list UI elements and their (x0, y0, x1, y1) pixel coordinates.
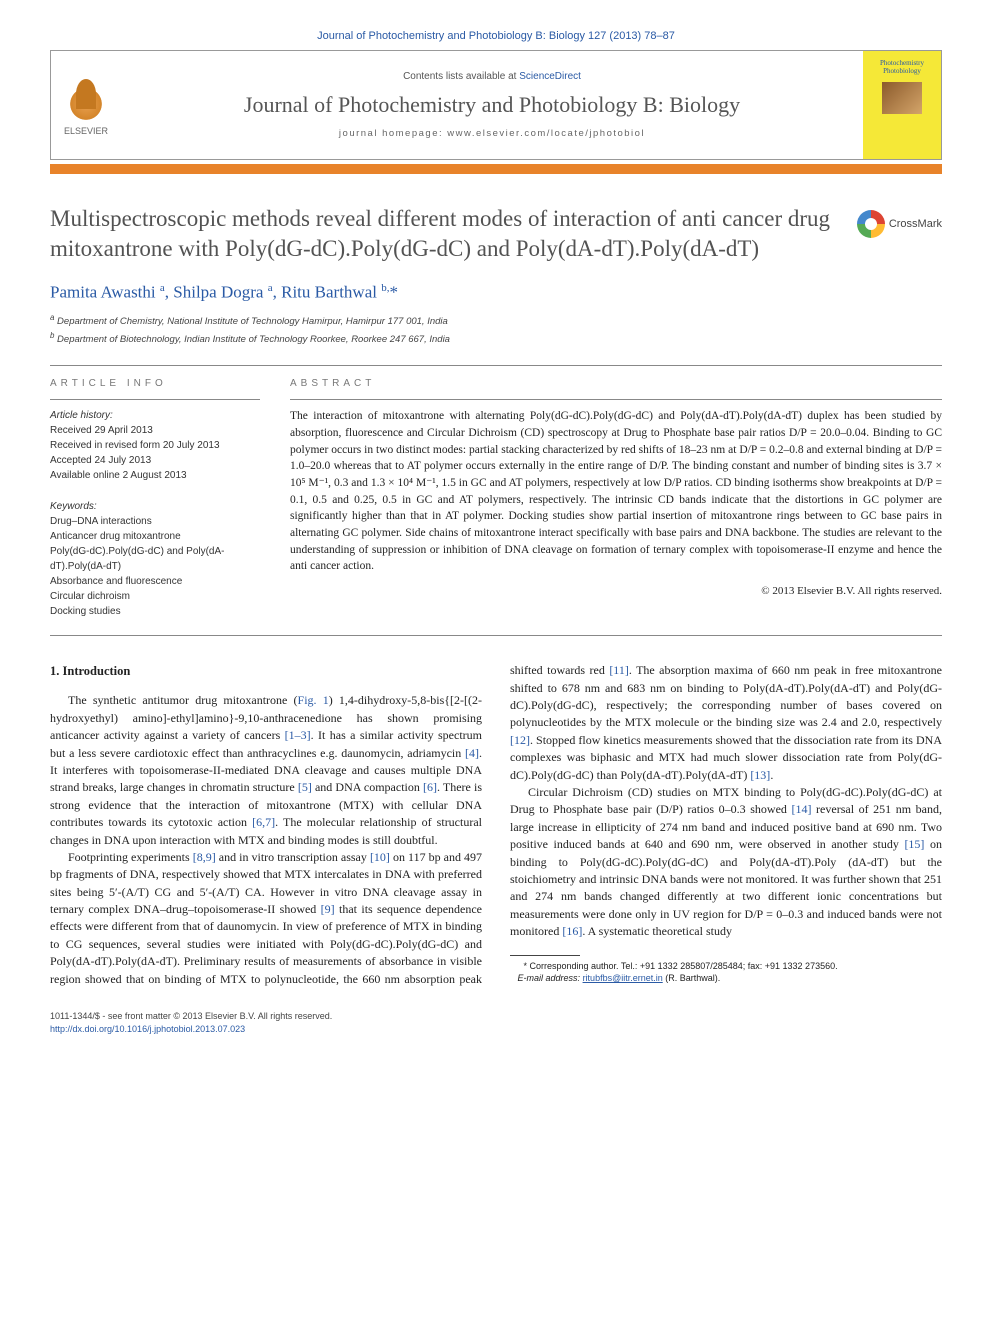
ref-10[interactable]: [10] (370, 850, 390, 864)
article-info-heading: ARTICLE INFO (50, 378, 260, 389)
info-abstract-row: ARTICLE INFO Article history: Received 2… (50, 378, 942, 619)
journal-name: Journal of Photochemistry and Photobiolo… (244, 92, 740, 118)
keywords-block: Keywords: Drug–DNA interactionsAnticance… (50, 499, 260, 619)
footer-issn: 1011-1344/$ - see front matter © 2013 El… (50, 1010, 942, 1023)
footer: 1011-1344/$ - see front matter © 2013 El… (50, 1010, 942, 1035)
elsevier-label: ELSEVIER (64, 126, 108, 136)
ref-9[interactable]: [9] (321, 902, 335, 916)
ref-15[interactable]: [15] (904, 837, 924, 851)
journal-header-box: ELSEVIER Contents lists available at Sci… (50, 50, 942, 160)
keyword-item: Poly(dG-dC).Poly(dG-dC) and Poly(dA-dT).… (50, 544, 260, 574)
intro-para-3: Circular Dichroism (CD) studies on MTX b… (510, 784, 942, 941)
cover-title: Photochemistry Photobiology (867, 59, 937, 76)
affiliation-b: b Department of Biotechnology, Indian In… (50, 330, 942, 347)
article-title: Multispectroscopic methods reveal differ… (50, 204, 837, 264)
contents-available-line: Contents lists available at ScienceDirec… (403, 71, 581, 82)
homepage-url[interactable]: www.elsevier.com/locate/jphotobiol (447, 128, 645, 139)
ref-4[interactable]: [4] (465, 746, 479, 760)
history-online: Available online 2 August 2013 (50, 468, 260, 483)
authors-line: Pamita Awasthi a, Shilpa Dogra a, Ritu B… (50, 282, 942, 303)
history-label: Article history: (50, 408, 260, 423)
crossmark-icon (857, 210, 885, 238)
corresponding-email-link[interactable]: ritubfbs@iitr.ernet.in (583, 973, 663, 983)
sciencedirect-link[interactable]: ScienceDirect (519, 71, 581, 82)
affiliation-a: a Department of Chemistry, National Inst… (50, 312, 942, 329)
ref-8-9[interactable]: [8,9] (193, 850, 216, 864)
keyword-item: Circular dichroism (50, 589, 260, 604)
journal-citation: Journal of Photochemistry and Photobiolo… (50, 30, 942, 42)
abstract-column: ABSTRACT The interaction of mitoxantrone… (290, 378, 942, 619)
ref-11[interactable]: [11] (609, 663, 629, 677)
ref-14[interactable]: [14] (791, 802, 811, 816)
elsevier-tree-icon (61, 74, 111, 124)
abstract-sub-divider (290, 399, 942, 400)
ref-6[interactable]: [6] (423, 780, 437, 794)
article-info-column: ARTICLE INFO Article history: Received 2… (50, 378, 260, 619)
ref-13[interactable]: [13] (750, 768, 770, 782)
journal-homepage-line: journal homepage: www.elsevier.com/locat… (339, 128, 645, 139)
article-history-block: Article history: Received 29 April 2013 … (50, 408, 260, 483)
info-divider-top (50, 365, 942, 366)
homepage-prefix: journal homepage: (339, 128, 447, 139)
info-divider-bottom (50, 635, 942, 636)
ref-12[interactable]: [12] (510, 733, 530, 747)
elsevier-logo[interactable]: ELSEVIER (51, 51, 121, 159)
ref-16[interactable]: [16] (562, 924, 582, 938)
history-revised: Received in revised form 20 July 2013 (50, 438, 260, 453)
history-received: Received 29 April 2013 (50, 423, 260, 438)
abstract-text: The interaction of mitoxantrone with alt… (290, 408, 942, 575)
keyword-item: Anticancer drug mitoxantrone (50, 529, 260, 544)
header-center: Contents lists available at ScienceDirec… (121, 51, 863, 159)
ref-5[interactable]: [5] (298, 780, 312, 794)
fig-1-ref[interactable]: Fig. 1 (298, 693, 329, 707)
history-accepted: Accepted 24 July 2013 (50, 453, 260, 468)
footnote-separator (510, 955, 580, 956)
keyword-item: Absorbance and fluorescence (50, 574, 260, 589)
keyword-item: Docking studies (50, 604, 260, 619)
title-row: Multispectroscopic methods reveal differ… (50, 204, 942, 264)
corresponding-author-footnote: * Corresponding author. Tel.: +91 1332 2… (510, 960, 942, 985)
section-1-heading: 1. Introduction (50, 662, 482, 680)
ref-6-7[interactable]: [6,7] (252, 815, 275, 829)
cover-image-icon (882, 82, 922, 114)
doi-link[interactable]: http://dx.doi.org/10.1016/j.jphotobiol.2… (50, 1024, 245, 1034)
keyword-item: Drug–DNA interactions (50, 514, 260, 529)
ref-1-3[interactable]: [1–3] (285, 728, 311, 742)
intro-para-1: The synthetic antitumor drug mitoxantron… (50, 692, 482, 849)
affiliations: a Department of Chemistry, National Inst… (50, 312, 942, 347)
abstract-copyright: © 2013 Elsevier B.V. All rights reserved… (290, 585, 942, 597)
article-body: 1. Introduction The synthetic antitumor … (50, 662, 942, 988)
journal-cover-thumbnail[interactable]: Photochemistry Photobiology (863, 51, 941, 159)
crossmark-badge[interactable]: CrossMark (857, 210, 942, 238)
abstract-heading: ABSTRACT (290, 378, 942, 389)
info-sub-divider1 (50, 399, 260, 400)
contents-prefix: Contents lists available at (403, 71, 519, 82)
crossmark-label: CrossMark (889, 218, 942, 230)
keywords-label: Keywords: (50, 499, 260, 514)
orange-divider-bar (50, 164, 942, 174)
